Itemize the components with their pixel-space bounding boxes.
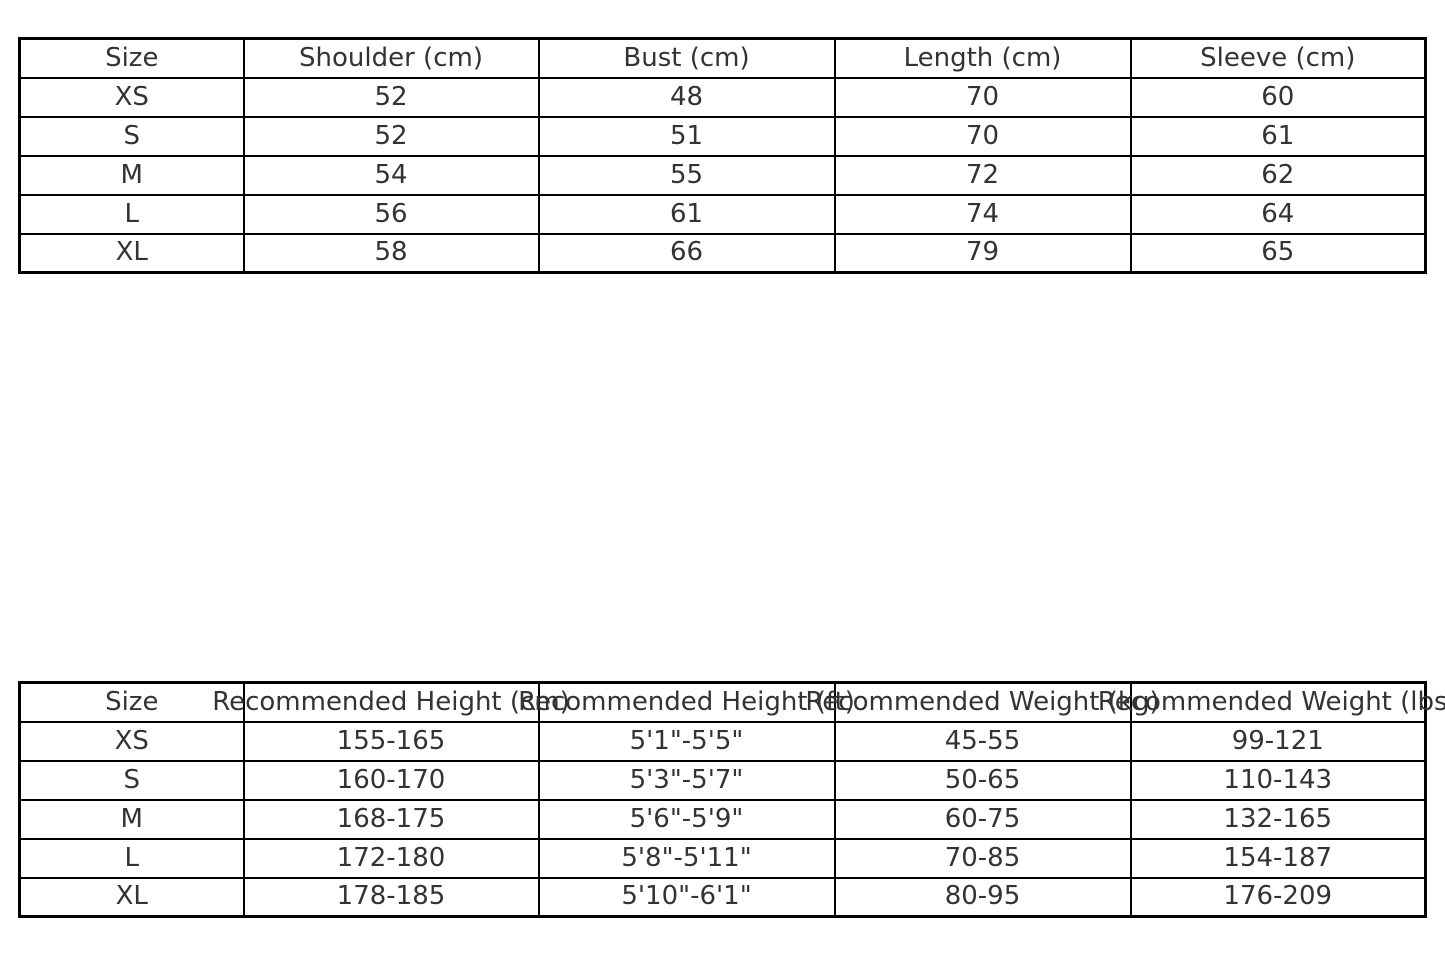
size-label-cell: XS: [18, 76, 245, 118]
size-label-cell: XL: [18, 876, 245, 918]
value-cell: 54: [242, 154, 540, 196]
value-cell: 55: [537, 154, 836, 196]
header-cell-text: Size: [105, 42, 159, 73]
size-label-cell: XS: [18, 720, 245, 762]
header-cell: Sleeve (cm): [1129, 37, 1427, 79]
value-cell: 61: [537, 193, 836, 235]
value-cell: 48: [537, 76, 836, 118]
value-cell: 45-55: [833, 720, 1132, 762]
value-cell: 62: [1129, 154, 1427, 196]
value-cell: 64: [1129, 193, 1427, 235]
value-cell: 154-187: [1129, 837, 1427, 879]
size-label-cell: S: [18, 115, 245, 157]
header-cell: Length (cm): [833, 37, 1132, 79]
header-cell-text: Recommended Weight (lbs): [1097, 686, 1445, 717]
value-cell: 5'8"-5'11": [537, 837, 836, 879]
value-cell: 65: [1129, 232, 1427, 274]
header-cell: Bust (cm): [537, 37, 836, 79]
header-cell-wrap: Bust (cm): [540, 44, 834, 73]
header-cell-text: Sleeve (cm): [1200, 42, 1356, 73]
value-cell: 50-65: [833, 759, 1132, 801]
header-cell-wrap: Recommended Weight (kg): [805, 688, 1159, 717]
header-cell-text: Bust (cm): [623, 42, 750, 73]
table-row: L 56 61 74 64: [18, 193, 1427, 235]
value-cell: 5'1"-5'5": [537, 720, 836, 762]
value-cell: 160-170: [242, 759, 540, 801]
size-label-cell: L: [18, 837, 245, 879]
table-row: XS 52 48 70 60: [18, 76, 1427, 118]
header-cell-wrap: Size: [21, 44, 243, 73]
header-cell: Size: [18, 681, 245, 723]
header-cell-text: Length (cm): [903, 42, 1062, 73]
value-cell: 5'6"-5'9": [537, 798, 836, 840]
value-cell: 52: [242, 76, 540, 118]
value-cell: 99-121: [1129, 720, 1427, 762]
header-cell: Recommended Height (cm): [212, 681, 570, 723]
value-cell: 70-85: [833, 837, 1132, 879]
size-measurements-table: Size Shoulder (cm) Bust (cm) Length (cm) Sle…: [18, 37, 1427, 274]
table-row: M 168-175 5'6"-5'9" 60-75 132-165: [18, 798, 1427, 840]
value-cell: 80-95: [833, 876, 1132, 918]
header-cell-text: Recommended Height (ft): [518, 686, 855, 717]
value-cell: 56: [242, 193, 540, 235]
header-cell-text: Recommended Weight (kg): [805, 686, 1160, 717]
value-cell: 70: [833, 76, 1132, 118]
height-weight-recommendations-table: Size Recommended Height (cm) Recommended H…: [18, 681, 1445, 918]
value-cell: 72: [833, 154, 1132, 196]
value-cell: 74: [833, 193, 1132, 235]
value-cell: 60: [1129, 76, 1427, 118]
value-cell: 79: [833, 232, 1132, 274]
value-cell: 178-185: [242, 876, 540, 918]
header-cell-wrap: Size: [21, 688, 243, 717]
size-label-cell: M: [18, 798, 245, 840]
header-cell-text: Size: [105, 686, 159, 717]
header-cell: Recommended Weight (lbs): [1098, 681, 1445, 723]
header-cell: Shoulder (cm): [242, 37, 540, 79]
header-row: Size Shoulder (cm) Bust (cm) Length (cm) Sle…: [18, 37, 1427, 79]
value-cell: 172-180: [242, 837, 540, 879]
value-cell: 58: [242, 232, 540, 274]
value-cell: 51: [537, 115, 836, 157]
table-row: XL 178-185 5'10"-6'1" 80-95 176-209: [18, 876, 1427, 918]
header-cell-wrap: Shoulder (cm): [245, 44, 538, 73]
header-cell-text: Recommended Height (cm): [212, 686, 570, 717]
value-cell: 61: [1129, 115, 1427, 157]
value-cell: 5'3"-5'7": [537, 759, 836, 801]
header-cell: Recommended Height (ft): [518, 681, 855, 723]
value-cell: 110-143: [1129, 759, 1427, 801]
value-cell: 132-165: [1129, 798, 1427, 840]
value-cell: 66: [537, 232, 836, 274]
header-cell-wrap: Recommended Weight (lbs): [1098, 688, 1445, 717]
header-cell-wrap: Recommended Height (ft): [518, 688, 855, 717]
header-cell-wrap: Sleeve (cm): [1132, 44, 1425, 73]
header-row: Size Recommended Height (cm) Recommended H…: [18, 681, 1445, 723]
size-label-cell: XL: [18, 232, 245, 274]
value-cell: 5'10"-6'1": [537, 876, 836, 918]
header-cell: Recommended Weight (kg): [805, 681, 1160, 723]
header-cell-wrap: Recommended Height (cm): [212, 688, 570, 717]
table-row: M 54 55 72 62: [18, 154, 1427, 196]
header-cell: Size: [18, 37, 245, 79]
value-cell: 70: [833, 115, 1132, 157]
header-cell-text: Shoulder (cm): [299, 42, 483, 73]
table-row: S 160-170 5'3"-5'7" 50-65 110-143: [18, 759, 1427, 801]
size-label-cell: M: [18, 154, 245, 196]
table-row: L 172-180 5'8"-5'11" 70-85 154-187: [18, 837, 1427, 879]
header-cell-wrap: Length (cm): [836, 44, 1130, 73]
value-cell: 155-165: [242, 720, 540, 762]
table-row: XS 155-165 5'1"-5'5" 45-55 99-121: [18, 720, 1427, 762]
table-row: S 52 51 70 61: [18, 115, 1427, 157]
value-cell: 52: [242, 115, 540, 157]
size-label-cell: L: [18, 193, 245, 235]
table-row: XL 58 66 79 65: [18, 232, 1427, 274]
value-cell: 176-209: [1129, 876, 1427, 918]
value-cell: 168-175: [242, 798, 540, 840]
value-cell: 60-75: [833, 798, 1132, 840]
size-label-cell: S: [18, 759, 245, 801]
